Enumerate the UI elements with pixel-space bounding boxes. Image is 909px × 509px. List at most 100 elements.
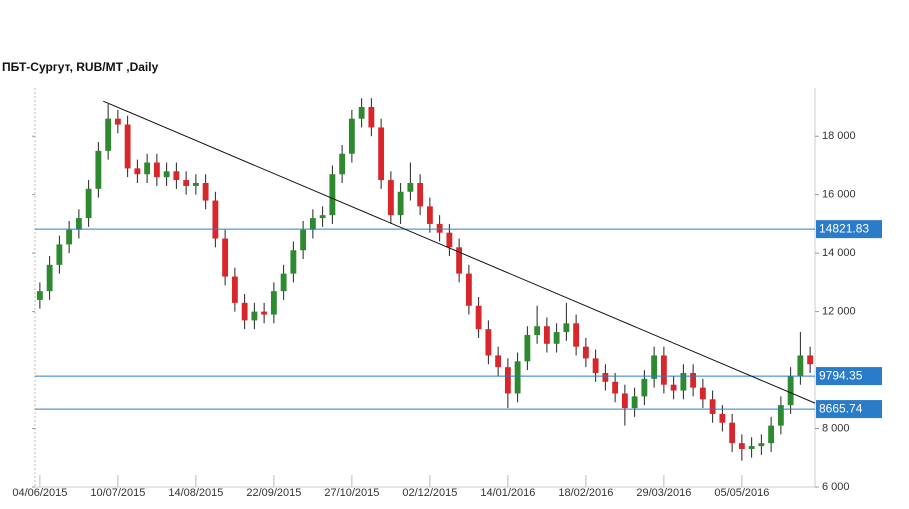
candle-body [631,396,638,409]
candle-body [748,446,755,449]
candle-body [738,443,745,449]
candle-body [290,250,297,274]
candle-body [690,373,697,388]
candle-body [212,200,219,239]
y-tick-label: 16 000 [822,189,856,201]
candle-body [319,215,326,219]
candle-body [787,375,794,406]
candle-body [95,150,102,189]
candle-body [680,373,687,391]
candle-body [777,405,784,426]
x-tick-label: 18/02/2016 [558,487,613,499]
x-tick-label: 02/12/2015 [402,487,457,499]
candle-body [456,247,463,274]
candle-body [543,326,550,344]
level-label: 14821.83 [819,221,869,235]
candle-body [251,311,258,321]
candle-body [339,153,346,175]
candle-body [465,273,472,306]
candle-body [582,346,589,359]
candle-body [446,232,453,248]
level-box [816,367,882,386]
candle-body [46,264,53,292]
candle-body [300,229,307,251]
candle-body [222,238,229,277]
candle-body [504,367,511,394]
chart-title: ПБТ-Сургут, RUB/MT ,Daily [2,60,159,74]
candle-body [699,387,706,400]
candle-body [114,118,121,125]
candle-body [75,218,82,230]
candle-body [417,183,424,207]
candle-body [807,355,814,365]
candle-body [534,326,541,335]
candle-body [475,305,482,330]
y-tick-label: 8 000 [822,422,850,434]
candle-body [719,413,726,423]
candle-body [192,183,199,186]
candle-body [553,332,560,344]
candle-body [407,183,414,192]
level-label: 8665.74 [819,401,863,415]
x-tick-label: 14/01/2016 [480,487,535,499]
level-box [816,220,882,239]
candle-body [758,443,765,447]
candle-body [358,107,365,119]
candle-body [426,206,433,224]
candle-body [768,425,775,444]
candle-body [261,311,268,315]
candle-body [573,323,580,347]
candle-body [348,118,355,154]
candle-body [202,183,209,201]
y-tick-label: 18 000 [822,130,856,142]
candle-body [280,273,287,292]
x-tick-label: 05/05/2016 [714,487,769,499]
candle-body [797,355,804,376]
candle-body [602,373,609,382]
candle-body [56,244,63,265]
candle-body [231,276,238,303]
candle-body [641,378,648,397]
candle-body [163,171,170,178]
candle-body [85,188,92,219]
candle-body [592,358,599,373]
y-tick-label: 14 000 [822,247,856,259]
candle-body [270,291,277,315]
candle-body [173,171,180,181]
candle-body [153,162,160,178]
candle-body [124,124,131,169]
candle-body [309,218,316,230]
candle-body [563,323,570,333]
x-tick-label: 10/07/2015 [90,487,145,499]
candle-body [729,422,736,444]
candle-body [485,329,492,356]
candle-body [241,302,248,321]
level-label: 9794.35 [819,368,863,382]
candle-body [524,335,531,362]
candle-body [134,168,141,175]
candle-body [66,229,73,245]
candle-body [397,191,404,216]
candle-body [378,127,385,181]
candle-body [368,107,375,128]
candle-body [651,355,658,379]
candle-body [144,162,151,175]
x-tick-label: 04/06/2015 [12,487,67,499]
x-tick-label: 27/10/2015 [324,487,379,499]
candle-body [183,180,190,186]
candle-body [612,381,619,394]
y-tick-label: 12 000 [822,306,856,318]
x-tick-label: 22/09/2015 [246,487,301,499]
level-box [816,400,882,419]
trendline [103,100,816,404]
candle-body [387,180,394,216]
candle-body [329,174,336,216]
candle-body [621,393,628,409]
x-tick-label: 14/08/2015 [168,487,223,499]
candle-body [670,384,677,391]
candle-body [436,223,443,233]
candle-body [105,118,112,151]
candle-body [36,291,43,300]
